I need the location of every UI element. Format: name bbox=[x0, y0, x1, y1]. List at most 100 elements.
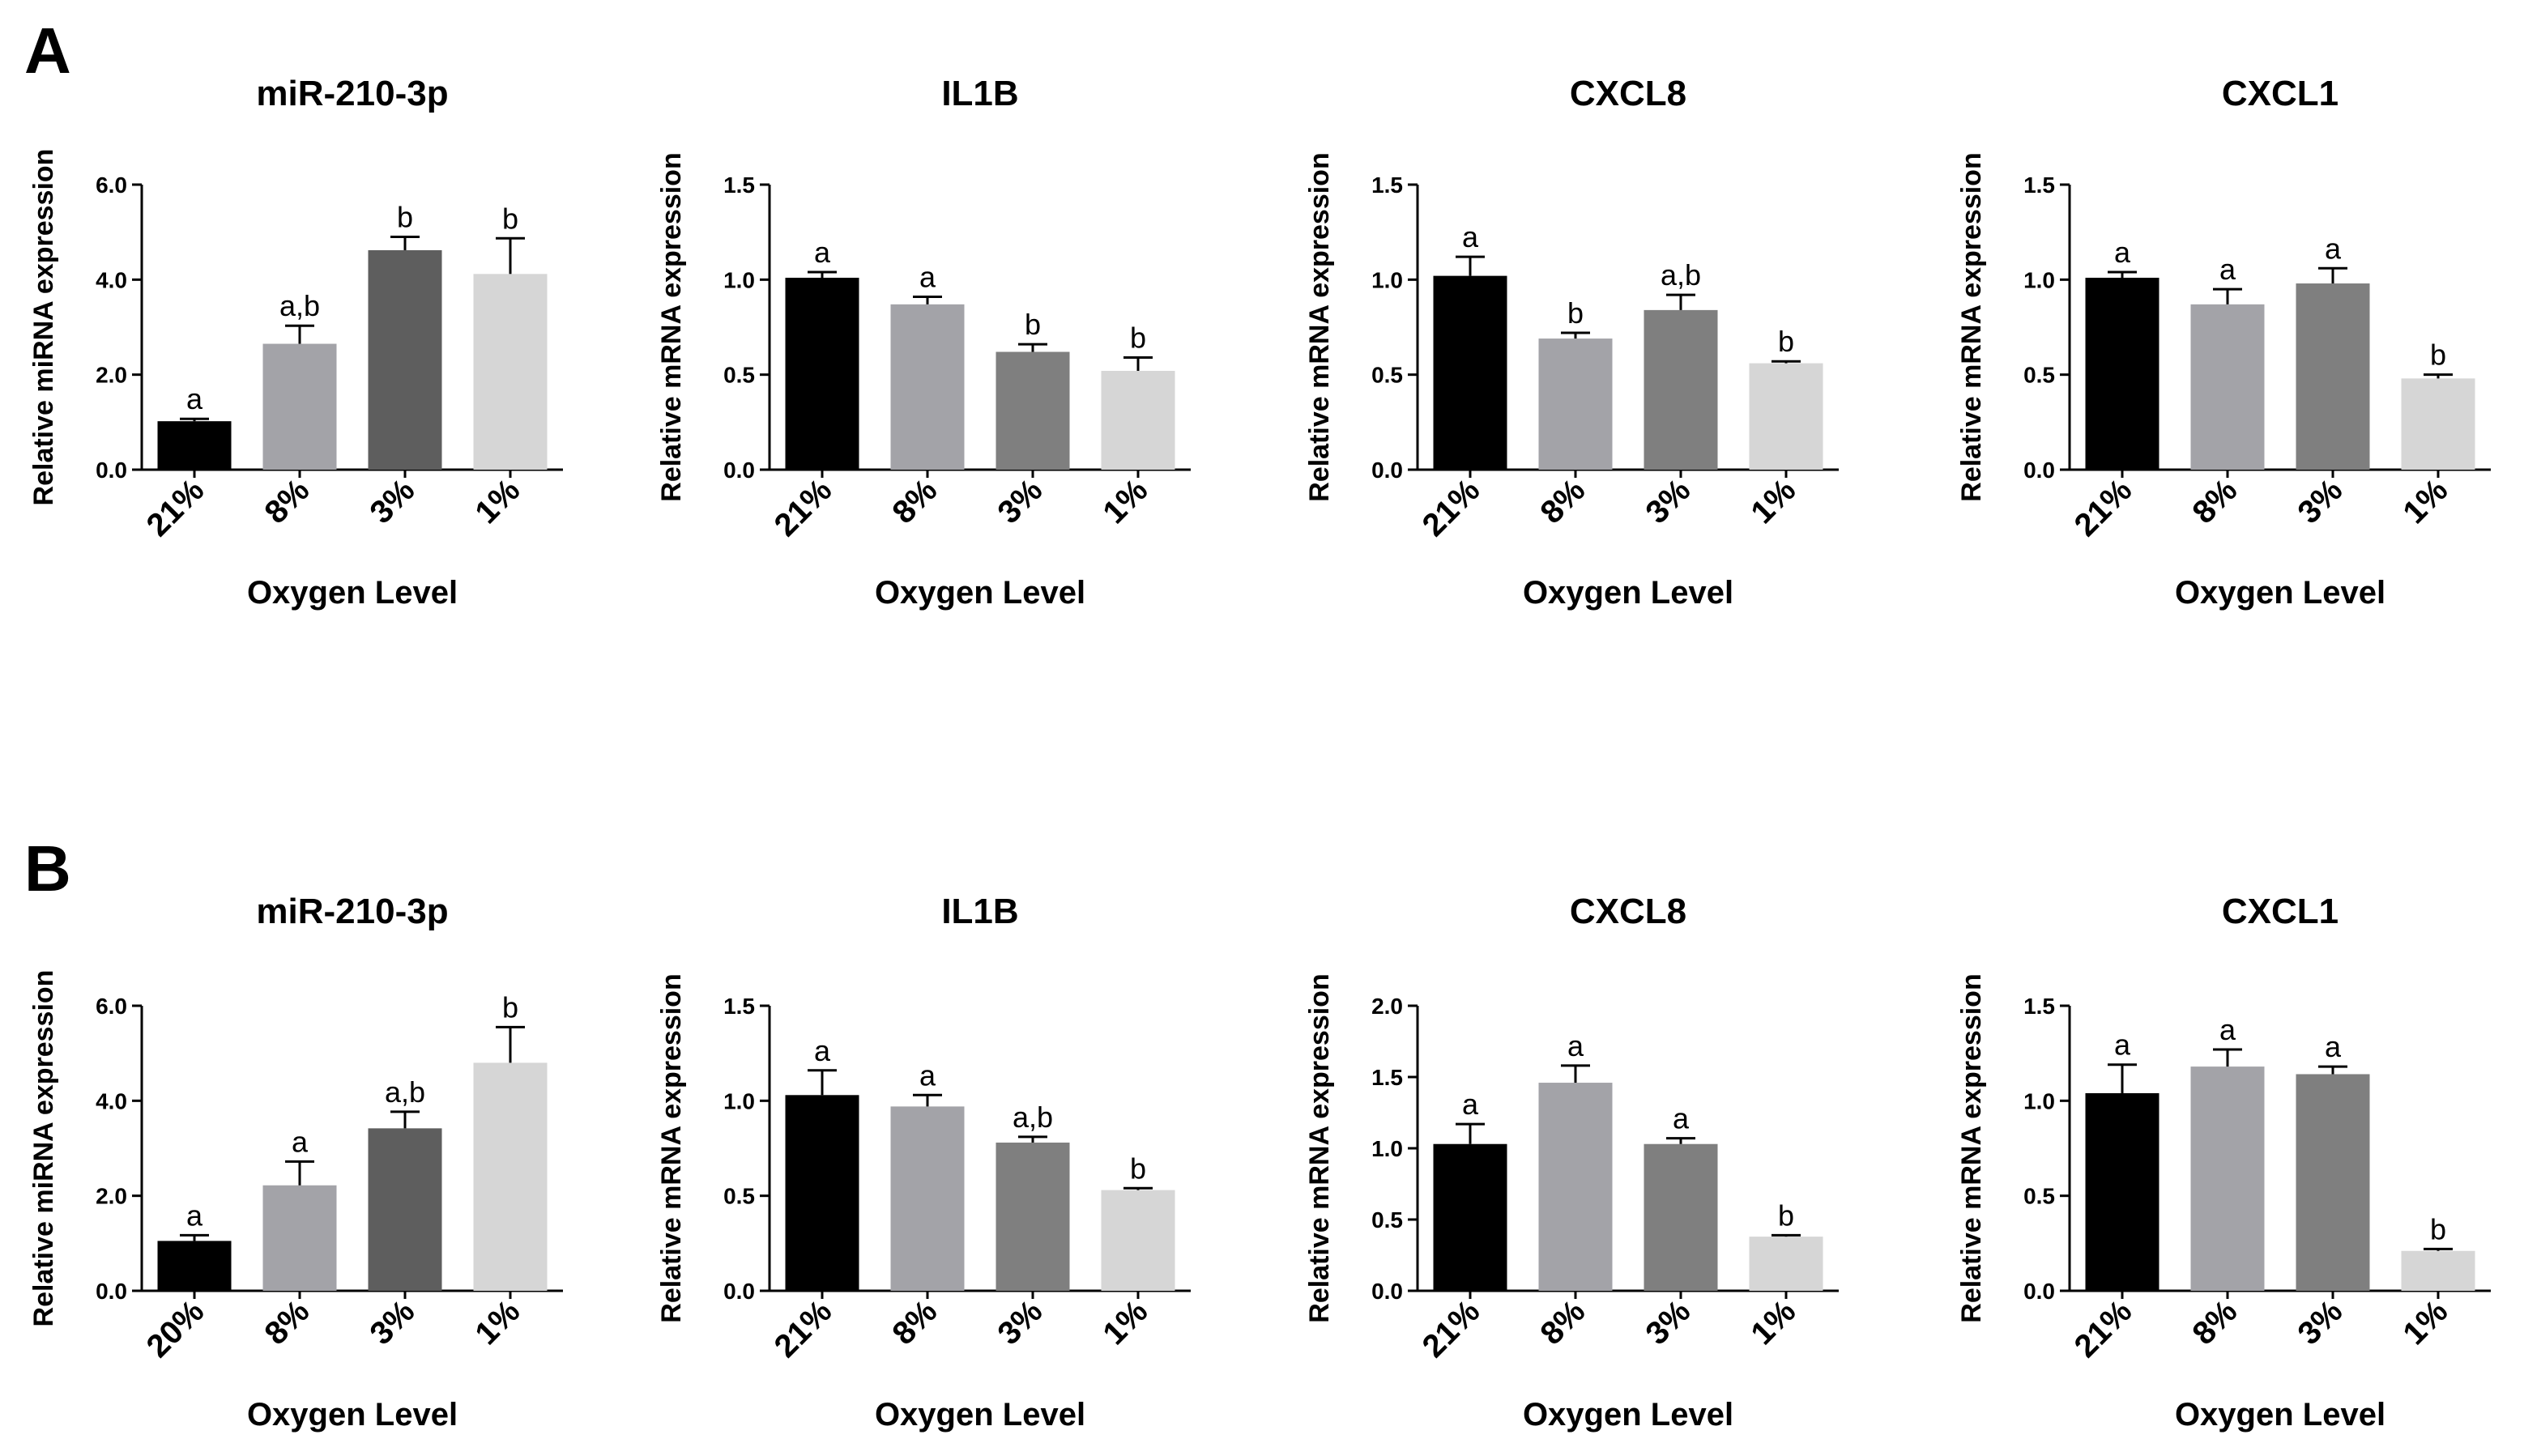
bar bbox=[890, 1106, 965, 1291]
y-tick-label: 1.0 bbox=[1371, 267, 1403, 292]
significance-label: a bbox=[186, 1198, 203, 1232]
bar bbox=[2296, 1074, 2370, 1291]
chart-b-3: CXCL8 0.0 0.5 1.0 1.5 2.0 Relative mRNA expres… bbox=[1304, 892, 1839, 1433]
bar bbox=[2085, 277, 2159, 470]
bar bbox=[890, 304, 965, 470]
bar bbox=[157, 421, 232, 470]
significance-label: b bbox=[1025, 308, 1041, 341]
panel-label-a: A bbox=[24, 15, 71, 87]
y-axis-label: Relative mRNA expression bbox=[656, 152, 687, 501]
significance-label: a,b bbox=[279, 289, 320, 322]
x-tick-label: 1% bbox=[2396, 1293, 2454, 1352]
y-tick-label: 0.0 bbox=[2023, 1279, 2055, 1304]
panel-label-b: B bbox=[24, 832, 71, 905]
bar bbox=[785, 277, 859, 470]
x-tick-label: 3% bbox=[363, 1293, 421, 1352]
significance-label: a bbox=[814, 236, 831, 269]
y-tick-label: 4.0 bbox=[96, 267, 127, 292]
y-axis-label: Relative mRNA expression bbox=[1304, 973, 1335, 1322]
x-axis-label: Oxygen Level bbox=[2175, 575, 2385, 611]
significance-label: b bbox=[1778, 1198, 1794, 1232]
significance-label: a bbox=[2325, 1030, 2342, 1063]
y-tick-label: 6.0 bbox=[96, 994, 127, 1019]
y-tick-label: 0.5 bbox=[1371, 363, 1403, 388]
chart-b-4: CXCL1 0.0 0.5 1.0 1.5 Relative mRNA expressio… bbox=[1956, 892, 2491, 1433]
significance-label: a bbox=[2219, 1013, 2236, 1046]
x-tick-label: 21% bbox=[1416, 1293, 1487, 1364]
y-tick-label: 0.5 bbox=[1371, 1207, 1403, 1232]
bar bbox=[1433, 275, 1507, 470]
significance-label: a bbox=[2114, 236, 2131, 269]
x-tick-label: 21% bbox=[140, 472, 211, 543]
y-tick-label: 1.0 bbox=[2023, 1088, 2055, 1113]
significance-label: a bbox=[1567, 1029, 1584, 1062]
x-axis-label: Oxygen Level bbox=[247, 1397, 458, 1433]
bar bbox=[368, 1128, 442, 1291]
x-tick-label: 8% bbox=[258, 472, 316, 530]
x-tick-label: 20% bbox=[140, 1293, 211, 1364]
significance-label: a bbox=[2219, 253, 2236, 286]
y-tick-label: 0.0 bbox=[723, 1279, 755, 1304]
x-tick-label: 1% bbox=[468, 1293, 527, 1352]
x-tick-label: 1% bbox=[2396, 472, 2454, 530]
y-tick-label: 1.5 bbox=[2023, 172, 2055, 198]
bar bbox=[473, 274, 548, 470]
x-axis-label: Oxygen Level bbox=[875, 1397, 1085, 1433]
y-tick-label: 6.0 bbox=[96, 172, 127, 198]
bar bbox=[1644, 1143, 1718, 1291]
y-tick-label: 2.0 bbox=[96, 1184, 127, 1209]
chart-a-2: IL1B 0.0 0.5 1.0 1.5 Relative mRNA expression… bbox=[656, 74, 1191, 611]
y-tick-label: 0.0 bbox=[96, 458, 127, 483]
y-axis-label: Relative miRNA expression bbox=[28, 970, 59, 1327]
y-tick-label: 1.5 bbox=[723, 994, 755, 1019]
y-tick-label: 0.5 bbox=[723, 363, 755, 388]
y-tick-label: 1.5 bbox=[1371, 1065, 1403, 1090]
bar bbox=[2190, 1066, 2265, 1291]
charts-layer: miR-210-3p 0.0 2.0 4.0 6.0 Relative miRNA exp… bbox=[28, 74, 2491, 1433]
significance-label: b bbox=[502, 202, 518, 235]
x-tick-label: 21% bbox=[2068, 472, 2139, 543]
y-tick-label: 0.5 bbox=[2023, 1184, 2055, 1209]
bar bbox=[996, 1142, 1070, 1291]
bar bbox=[473, 1062, 548, 1291]
significance-label: a,b bbox=[385, 1075, 425, 1109]
significance-label: a bbox=[919, 260, 936, 293]
y-tick-label: 1.0 bbox=[723, 267, 755, 292]
y-axis-label: Relative mRNA expression bbox=[656, 973, 687, 1322]
chart-title: miR-210-3p bbox=[256, 892, 448, 931]
x-tick-label: 8% bbox=[1533, 472, 1592, 530]
significance-label: b bbox=[2430, 338, 2446, 372]
x-axis-label: Oxygen Level bbox=[1523, 1397, 1733, 1433]
significance-label: a bbox=[1673, 1102, 1690, 1135]
significance-label: a bbox=[1462, 1088, 1479, 1121]
y-tick-label: 0.0 bbox=[2023, 458, 2055, 483]
x-tick-label: 1% bbox=[468, 472, 527, 530]
significance-label: a,b bbox=[1013, 1101, 1053, 1134]
x-tick-label: 3% bbox=[2291, 1293, 2349, 1352]
y-tick-label: 0.0 bbox=[96, 1279, 127, 1304]
x-tick-label: 21% bbox=[768, 1293, 839, 1364]
bar bbox=[1101, 370, 1175, 470]
x-tick-label: 1% bbox=[1744, 472, 1802, 530]
bar bbox=[157, 1241, 232, 1291]
significance-label: a bbox=[814, 1034, 831, 1067]
x-axis-label: Oxygen Level bbox=[2175, 1397, 2385, 1433]
chart-b-2: IL1B 0.0 0.5 1.0 1.5 Relative mRNA expression… bbox=[656, 892, 1191, 1433]
y-tick-label: 1.0 bbox=[723, 1088, 755, 1113]
bar bbox=[1749, 363, 1823, 470]
significance-label: a,b bbox=[1661, 258, 1701, 292]
bar bbox=[2401, 1250, 2475, 1291]
chart-title: IL1B bbox=[941, 892, 1018, 931]
chart-title: CXCL1 bbox=[2222, 74, 2339, 113]
x-tick-label: 8% bbox=[885, 472, 944, 530]
x-tick-label: 3% bbox=[2291, 472, 2349, 530]
chart-title: miR-210-3p bbox=[256, 74, 448, 113]
x-tick-label: 1% bbox=[1744, 1293, 1802, 1352]
bar bbox=[996, 351, 1070, 470]
x-tick-label: 21% bbox=[2068, 1293, 2139, 1364]
y-tick-label: 2.0 bbox=[96, 363, 127, 388]
x-tick-label: 8% bbox=[885, 1293, 944, 1352]
significance-label: b bbox=[1778, 325, 1794, 358]
x-tick-label: 3% bbox=[991, 1293, 1049, 1352]
bar bbox=[2190, 304, 2265, 470]
